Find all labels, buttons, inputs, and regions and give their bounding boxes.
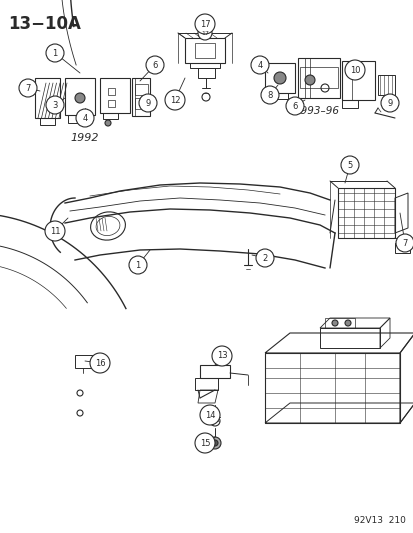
Text: 4: 4: [82, 114, 88, 123]
Text: 11: 11: [50, 227, 60, 236]
Circle shape: [45, 221, 65, 241]
Text: 1992: 1992: [71, 133, 99, 143]
Text: 5: 5: [347, 160, 352, 169]
Text: 7: 7: [401, 238, 407, 247]
Text: 2: 2: [262, 254, 267, 262]
Text: 9: 9: [145, 99, 150, 108]
Text: 15: 15: [199, 439, 210, 448]
Text: 17: 17: [201, 30, 209, 36]
Text: 10: 10: [349, 66, 359, 75]
Text: 14: 14: [204, 410, 215, 419]
Circle shape: [165, 90, 185, 110]
Circle shape: [46, 44, 64, 62]
Circle shape: [340, 156, 358, 174]
Circle shape: [199, 405, 219, 425]
Text: 1993–96: 1993–96: [294, 106, 339, 116]
Text: 9: 9: [387, 99, 392, 108]
Text: 17: 17: [199, 20, 210, 28]
Text: 4: 4: [257, 61, 262, 69]
Circle shape: [260, 86, 278, 104]
Text: 3: 3: [52, 101, 57, 109]
Text: 7: 7: [25, 84, 31, 93]
Circle shape: [75, 93, 85, 103]
Text: 8: 8: [267, 91, 272, 100]
Circle shape: [195, 14, 214, 34]
Text: 16: 16: [95, 359, 105, 367]
Circle shape: [395, 234, 413, 252]
Circle shape: [304, 75, 314, 85]
Text: 1: 1: [52, 49, 57, 58]
Circle shape: [209, 437, 221, 449]
Circle shape: [90, 353, 110, 373]
Circle shape: [195, 433, 214, 453]
Text: 13: 13: [216, 351, 227, 360]
Circle shape: [285, 97, 303, 115]
Circle shape: [105, 120, 111, 126]
Circle shape: [273, 72, 285, 84]
Circle shape: [344, 320, 350, 326]
Circle shape: [344, 60, 364, 80]
Circle shape: [146, 56, 164, 74]
Circle shape: [250, 56, 268, 74]
Text: 6: 6: [152, 61, 157, 69]
Text: 92V13  210: 92V13 210: [353, 516, 405, 525]
Circle shape: [197, 26, 211, 40]
Text: 12: 12: [169, 95, 180, 104]
Circle shape: [255, 249, 273, 267]
Circle shape: [211, 346, 231, 366]
Circle shape: [46, 96, 64, 114]
Circle shape: [331, 320, 337, 326]
Text: 6: 6: [292, 101, 297, 110]
Text: 13−10A: 13−10A: [8, 15, 81, 33]
Text: 1: 1: [135, 261, 140, 270]
Circle shape: [380, 94, 398, 112]
Circle shape: [19, 79, 37, 97]
Circle shape: [139, 94, 157, 112]
Circle shape: [211, 440, 218, 446]
Circle shape: [76, 109, 94, 127]
Circle shape: [129, 256, 147, 274]
